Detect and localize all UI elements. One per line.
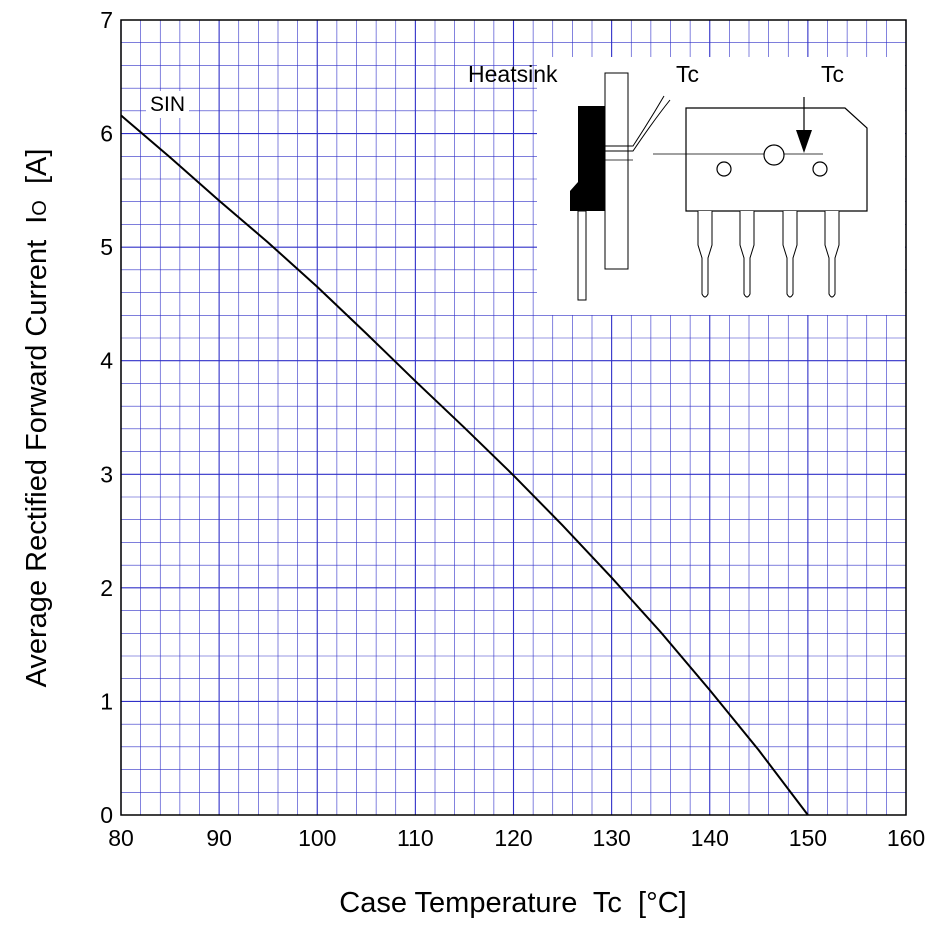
mounting-dimple [716,161,732,177]
y-tick-label: 6 [100,121,113,147]
tc-arrow-head [796,130,812,153]
y-tick-label: 4 [100,348,113,374]
mounting-hole [763,144,785,166]
device-lead [782,211,798,298]
series-line-sin [120,114,809,816]
thermocouple-wire [605,95,665,147]
heatsink-label: Heatsink [468,61,558,87]
series-label-sin: SIN [150,93,185,116]
device-lead [739,211,755,298]
x-tick-label: 90 [206,825,232,851]
x-tick-label: 110 [397,825,434,851]
x-tick-label: 160 [887,825,925,851]
tc-label-side: Tc [676,61,699,87]
package-inset: Heatsink Tc Tc [468,57,905,315]
y-tick-label: 2 [100,575,113,601]
tc-label-front: Tc [821,61,844,87]
x-axis-label: Case Temperature Tc [°C] [339,887,686,919]
x-tick-label: 100 [298,825,336,851]
device-lead [824,211,840,298]
series-label-background [146,91,190,118]
device-leads [697,211,840,298]
x-tick-label: 140 [691,825,729,851]
device-body-side [570,106,605,211]
minor-grid [121,20,906,815]
thermocouple-wire [605,99,671,152]
y-tick-label: 0 [100,802,113,828]
y-tick-label: 7 [100,7,113,33]
x-tick-label: 150 [789,825,827,851]
mounting-dimple [812,161,828,177]
heatsink-plate [604,72,629,270]
y-axis-label: Average Rectified Forward Current IO [A] [21,149,53,688]
y-axis-label-subscript: O [29,200,51,216]
x-tick-labels: 80 90 100 110 120 130 140 150 160 [108,825,925,851]
y-axis-label-unit: [A] [21,149,53,201]
x-tick-label: 130 [592,825,630,851]
y-tick-labels: 0 1 2 3 4 5 6 7 [100,7,113,828]
x-tick-label: 120 [494,825,532,851]
y-tick-label: 5 [100,234,113,260]
y-tick-label: 3 [100,461,113,487]
device-lead-side [577,210,587,301]
y-tick-label: 1 [100,688,113,714]
x-tick-label: 80 [108,825,134,851]
plot-frame [120,19,907,816]
device-lead [697,211,713,298]
y-axis-label-main: Average Rectified Forward Current I [21,216,53,688]
